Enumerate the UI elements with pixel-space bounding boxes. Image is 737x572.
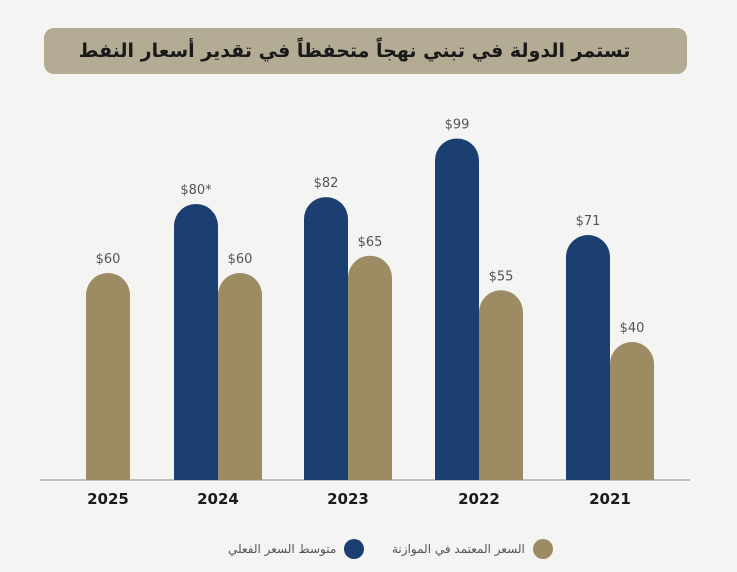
- data-label-actual-2022: $99: [445, 117, 470, 132]
- bar-actual-2022: [435, 138, 479, 480]
- title-banner: تستمر الدولة في تبني نهجاً متحفظاً في تق…: [44, 28, 687, 74]
- bar-budget-2024: [218, 273, 262, 480]
- bar-actual-2024: [174, 204, 218, 480]
- legend-label-actual: متوسط السعر الفعلي: [228, 542, 337, 556]
- bar-budget-2025: [86, 273, 130, 480]
- data-label-budget-2025: $60: [96, 252, 121, 267]
- legend-item-actual: متوسط السعر الفعلي: [228, 538, 365, 560]
- legend-item-budget: السعر المعتمد في الموازنة: [392, 538, 553, 560]
- chart-title: تستمر الدولة في تبني نهجاً متحفظاً في تق…: [78, 40, 631, 62]
- data-label-budget-2021: $40: [620, 321, 645, 336]
- data-label-actual-2024: $80*: [180, 183, 212, 198]
- data-label-budget-2023: $65: [358, 235, 383, 250]
- bar-actual-2023: [304, 197, 348, 480]
- x-tick-label-2022: 2022: [458, 490, 500, 508]
- bar-budget-2021: [610, 342, 654, 480]
- x-tick-label-2023: 2023: [327, 490, 369, 508]
- data-label-budget-2022: $55: [489, 269, 514, 284]
- data-label-actual-2021: $71: [576, 214, 601, 229]
- legend-swatch-budget: [532, 539, 553, 559]
- x-tick-label-2021: 2021: [589, 490, 631, 508]
- bar-budget-2022: [479, 290, 523, 480]
- data-label-budget-2024: $60: [228, 252, 253, 267]
- legend-swatch-actual: [344, 539, 365, 559]
- legend-label-budget: السعر المعتمد في الموازنة: [392, 542, 525, 556]
- x-tick-label-2025: 2025: [87, 490, 129, 508]
- data-label-actual-2023: $82: [314, 176, 339, 191]
- bar-actual-2021: [566, 235, 610, 480]
- bar-budget-2023: [348, 255, 392, 480]
- x-tick-label-2024: 2024: [197, 490, 239, 508]
